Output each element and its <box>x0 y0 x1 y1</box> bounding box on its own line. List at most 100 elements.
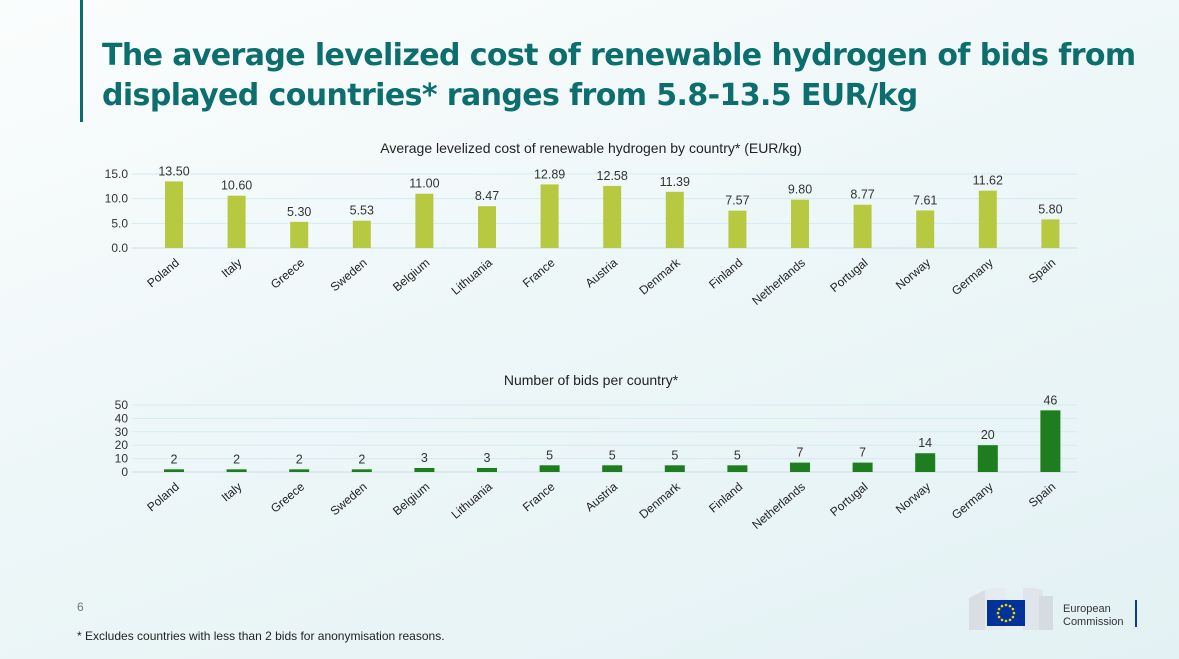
data-label-austria: 5 <box>609 448 616 462</box>
bar-netherlands <box>790 462 810 472</box>
data-label-spain: 5.80 <box>1038 202 1062 216</box>
y-tick-label: 10.0 <box>105 192 129 206</box>
category-label-italy: Italy <box>219 480 245 505</box>
y-tick-label: 0.0 <box>111 241 128 255</box>
category-label-spain: Spain <box>1026 480 1059 510</box>
eu-stars <box>996 603 1016 623</box>
bids-chart: Number of bids per country*010203040502P… <box>115 372 1077 532</box>
bar-lithuania <box>477 467 497 472</box>
chart-title: Average levelized cost of renewable hydr… <box>380 140 802 156</box>
eu-star <box>1008 618 1012 622</box>
category-label-sweden: Sweden <box>328 480 370 519</box>
y-tick-label: 5.0 <box>111 216 128 230</box>
logo-line-1: European <box>1063 603 1111 615</box>
data-label-belgium: 11.00 <box>409 177 439 191</box>
data-label-netherlands: 9.80 <box>788 183 812 197</box>
data-label-austria: 12.58 <box>597 169 628 183</box>
category-label-netherlands: Netherlands <box>749 256 808 308</box>
data-label-france: 5 <box>546 448 553 462</box>
category-label-poland: Poland <box>144 256 182 291</box>
bar-germany <box>978 190 997 248</box>
data-label-poland: 13.50 <box>158 164 189 178</box>
category-label-sweden: Sweden <box>328 256 370 295</box>
category-label-norway: Norway <box>893 480 933 517</box>
chart-title: Number of bids per country* <box>504 372 679 388</box>
bar-poland <box>165 181 183 248</box>
data-label-germany: 20 <box>981 428 995 442</box>
data-label-belgium: 3 <box>421 451 428 465</box>
category-label-spain: Spain <box>1026 256 1059 286</box>
data-label-poland: 2 <box>171 452 178 466</box>
data-label-denmark: 11.39 <box>660 175 690 189</box>
category-label-netherlands: Netherlands <box>749 480 808 532</box>
category-label-austria: Austria <box>583 255 621 290</box>
logo-divider <box>1135 600 1137 627</box>
bar-spain <box>1040 410 1061 472</box>
category-label-denmark: Denmark <box>636 479 683 522</box>
eu-star <box>1000 618 1004 622</box>
data-label-portugal: 8.77 <box>850 188 874 202</box>
y-tick-label: 30 <box>115 425 129 439</box>
bar-belgium <box>414 467 435 472</box>
data-label-norway: 7.61 <box>913 193 937 207</box>
bar-denmark <box>664 465 685 472</box>
logo-line-2: Commission <box>1063 616 1124 628</box>
category-label-portugal: Portugal <box>827 480 870 519</box>
category-label-greece: Greece <box>268 255 307 291</box>
bar-finland <box>727 465 748 472</box>
category-label-france: France <box>520 255 558 290</box>
y-tick-label: 20 <box>115 438 129 452</box>
eu-star <box>1012 611 1016 615</box>
data-label-italy: 10.60 <box>221 179 252 193</box>
data-label-netherlands: 7 <box>797 446 804 460</box>
bar-denmark <box>665 191 684 248</box>
bar-portugal <box>853 204 872 248</box>
category-label-finland: Finland <box>706 256 745 292</box>
data-label-portugal: 7 <box>859 446 866 460</box>
eu-star <box>996 611 1000 615</box>
bar-austria <box>603 185 622 248</box>
bar-greece <box>290 221 309 248</box>
category-label-portugal: Portugal <box>827 256 870 295</box>
page-title: The average levelized cost of renewable … <box>102 38 1136 113</box>
bar-norway <box>916 210 935 248</box>
bar-spain <box>1041 219 1060 248</box>
bar-sweden <box>352 220 371 248</box>
bar-finland <box>728 210 747 248</box>
y-tick-label: 40 <box>115 411 129 425</box>
y-tick-label: 10 <box>115 452 129 466</box>
category-label-austria: Austria <box>583 479 621 514</box>
data-label-sweden: 2 <box>358 452 365 466</box>
bar-netherlands <box>791 199 809 248</box>
data-label-denmark: 5 <box>671 448 678 462</box>
data-label-spain: 46 <box>1043 393 1057 407</box>
european-commission-wordmark: European Commission <box>1063 603 1124 629</box>
bar-portugal <box>852 462 873 472</box>
bar-poland <box>164 469 184 472</box>
bar-italy <box>226 469 247 472</box>
category-label-france: France <box>520 479 558 514</box>
bar-lithuania <box>478 206 496 248</box>
data-label-france: 12.89 <box>534 167 565 181</box>
eu-star <box>1004 619 1008 623</box>
bar-belgium <box>415 193 434 248</box>
category-label-belgium: Belgium <box>390 256 432 295</box>
bar-france <box>540 184 559 248</box>
eu-star <box>1011 607 1015 611</box>
category-label-lithuania: Lithuania <box>449 255 496 297</box>
y-tick-label: 50 <box>115 398 129 412</box>
data-label-finland: 5 <box>734 448 741 462</box>
category-label-finland: Finland <box>706 480 745 516</box>
data-label-sweden: 5.53 <box>350 204 374 218</box>
data-label-finland: 7.57 <box>725 194 749 208</box>
page-number: 6 <box>77 600 84 614</box>
y-tick-label: 15.0 <box>105 167 129 181</box>
category-label-italy: Italy <box>219 256 245 281</box>
eu-star <box>997 607 1001 611</box>
category-label-belgium: Belgium <box>390 480 432 519</box>
y-tick-label: 0 <box>121 465 128 479</box>
bar-germany <box>977 445 998 472</box>
data-label-norway: 14 <box>918 436 932 450</box>
category-label-norway: Norway <box>893 256 933 293</box>
category-label-germany: Germany <box>949 480 996 522</box>
